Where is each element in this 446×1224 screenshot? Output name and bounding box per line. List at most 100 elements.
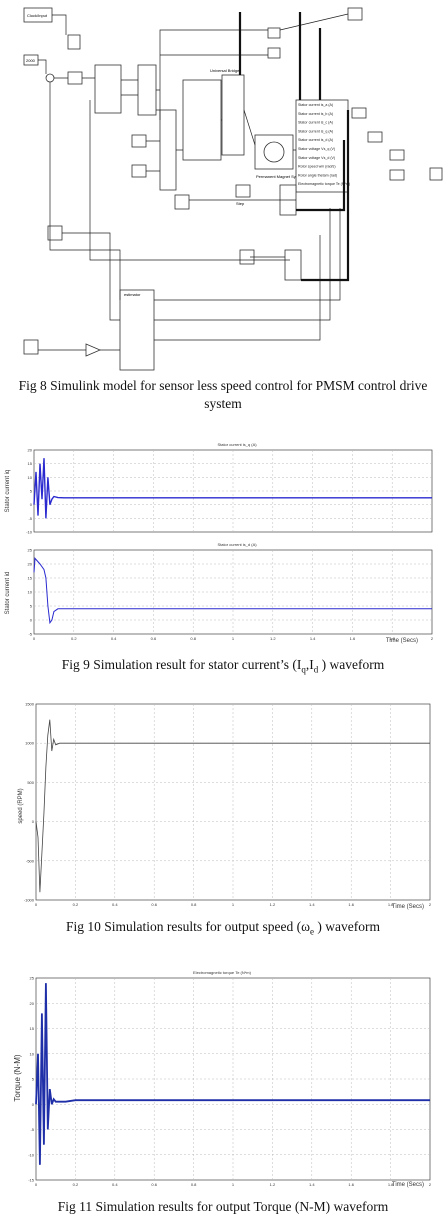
x-tick-label: 1.6 — [350, 636, 356, 641]
gain-top-2 — [267, 47, 281, 59]
x-tick-label: 0 — [33, 636, 36, 641]
fig10-xlabel: Time (Secs) — [392, 904, 424, 910]
measurement-item: Stator current is_b (A) — [298, 112, 333, 116]
scope-m1 — [351, 107, 367, 119]
clock-label: Clock/Input — [27, 13, 48, 18]
x-tick-label: 0.6 — [151, 636, 157, 641]
torque-chart-title: Electromagnetic torque Te (N*m) — [193, 970, 252, 975]
y-tick-label: -1000 — [24, 898, 35, 903]
fig11-xlabel: Time (Secs) — [392, 1182, 424, 1188]
measurement-item: Stator current is_d (A) — [298, 138, 333, 142]
y-tick-label: -10 — [26, 530, 33, 535]
dc-source — [182, 79, 222, 161]
x-tick-label: 1.4 — [310, 636, 316, 641]
x-tick-label: 0.8 — [191, 1182, 197, 1187]
caption-fig9: Fig 9 Simulation result for stator curre… — [0, 656, 446, 679]
y-tick-label: -10 — [28, 1152, 35, 1157]
x-tick-label: 1 — [232, 1182, 235, 1187]
x-tick-label: 1.2 — [270, 636, 276, 641]
x-tick-label: 0.4 — [112, 1182, 118, 1187]
caption-fig10: Fig 10 Simulation results for output spe… — [0, 918, 446, 941]
fig9-cap-pre: Fig 9 Simulation result for stator curre… — [61, 657, 302, 672]
scope-iq — [174, 194, 190, 210]
iq-chart-title: Stator current is_q (A) — [217, 442, 257, 447]
x-tick-label: 1.8 — [389, 636, 395, 641]
x-tick-label: 1.2 — [270, 1182, 276, 1187]
id-ylabel: Stator current id — [5, 572, 11, 615]
x-tick-label: 1.6 — [348, 902, 354, 907]
x-tick-label: 0.2 — [73, 902, 79, 907]
scope-speed — [23, 339, 39, 355]
x-tick-label: 1 — [232, 636, 235, 641]
scope-m4 — [389, 169, 405, 181]
x-tick-label: 1.6 — [348, 1182, 354, 1187]
gain-speed — [85, 343, 102, 357]
x-tick-label: 2 — [431, 636, 434, 641]
y-tick-label: 15 — [30, 1026, 35, 1031]
pmsm-label: Permanent Magnet Synchronous Machine — [256, 174, 331, 179]
measurement-item: Rotor angle thetam (rad) — [298, 173, 337, 177]
fig9-xlabel: Time (Secs) — [386, 638, 418, 644]
measurement-item: Stator current is_q (A) — [298, 129, 333, 133]
measurement-demux — [295, 99, 349, 193]
scope-m3 — [389, 149, 405, 161]
measurement-list: Stator current is_a (A) Stator current is… — [298, 103, 350, 186]
x-tick-label: 0.4 — [112, 902, 118, 907]
pmsm-icon — [263, 141, 285, 163]
x-tick-label: 1.8 — [388, 902, 394, 907]
y-tick-label: -500 — [26, 858, 35, 863]
y-tick-label: 15 — [28, 576, 33, 581]
y-tick-label: -5 — [30, 1127, 34, 1132]
current-chart: Stator current is_q (A) Stator current i… — [5, 442, 434, 644]
fig9-cap-post: ) waveform — [318, 657, 385, 672]
y-tick-label: 25 — [28, 548, 33, 553]
pi-controller — [94, 64, 122, 114]
y-tick-label: 5 — [30, 489, 33, 494]
universal-bridge — [221, 74, 245, 156]
y-tick-label: -5 — [28, 632, 32, 637]
x-tick-label: 0.4 — [111, 636, 117, 641]
x-tick-label: 0.6 — [151, 1182, 157, 1187]
speed-ref-label: 2000 — [26, 58, 36, 63]
y-tick-label: 20 — [28, 562, 33, 567]
fig11-figure: Electromagnetic torque Te (N*m) Torque (… — [0, 966, 446, 1196]
torque-ylabel: Torque (N-M) — [13, 1054, 22, 1101]
series-line — [33, 557, 432, 625]
y-tick-label: 25 — [30, 976, 35, 981]
step-label: Step — [236, 201, 245, 206]
x-tick-label: 0.6 — [151, 902, 157, 907]
estimator-label: estimator — [124, 292, 141, 297]
fig9-cap-sub-q: q — [301, 664, 306, 675]
fig10-cap-post: ) waveform — [314, 919, 380, 934]
y-tick-label: -15 — [28, 1178, 35, 1183]
series-line — [35, 983, 430, 1165]
measurement-item: Stator voltage Vs_q (V) — [298, 147, 335, 151]
sum-block — [45, 73, 55, 83]
const-block-2 — [131, 164, 147, 178]
measurement-item: Electromagnetic torque Te (N*m) — [298, 182, 350, 186]
gain-top-1 — [267, 27, 281, 39]
x-tick-label: 1 — [232, 902, 235, 907]
y-tick-label: 0 — [30, 502, 33, 507]
simulink-figure: Clock/Input 2000 Universal Bridge Perman… — [0, 0, 446, 376]
fig10-cap-pre: Fig 10 Simulation results for output spe… — [66, 919, 310, 934]
measurement-item: Stator current is_a (A) — [298, 103, 333, 107]
x-tick-label: 0 — [35, 1182, 38, 1187]
y-tick-label: 5 — [30, 604, 33, 609]
const-block — [131, 134, 147, 148]
x-tick-label: 0.8 — [191, 902, 197, 907]
y-tick-label: 5 — [32, 1077, 35, 1082]
simulink-diagram: Clock/Input 2000 Universal Bridge Perman… — [23, 7, 443, 371]
x-tick-label: 1.2 — [270, 902, 276, 907]
scope-m2 — [367, 131, 383, 143]
mux-id — [284, 249, 302, 281]
measurement-item: Stator current is_c (A) — [298, 121, 333, 125]
speed-ylabel: speed (RPM) — [18, 788, 24, 823]
y-tick-label: 0 — [32, 1102, 35, 1107]
series-line — [35, 719, 430, 893]
measurement-item: Stator voltage Vs_d (V) — [298, 156, 335, 160]
signal-wires — [38, 13, 349, 351]
y-tick-label: 15 — [28, 461, 33, 466]
fig10-figure: speed (RPM) Time (Secs) 1500 1000 500 0 -500… — [0, 696, 446, 916]
y-tick-label: 1500 — [25, 702, 35, 707]
